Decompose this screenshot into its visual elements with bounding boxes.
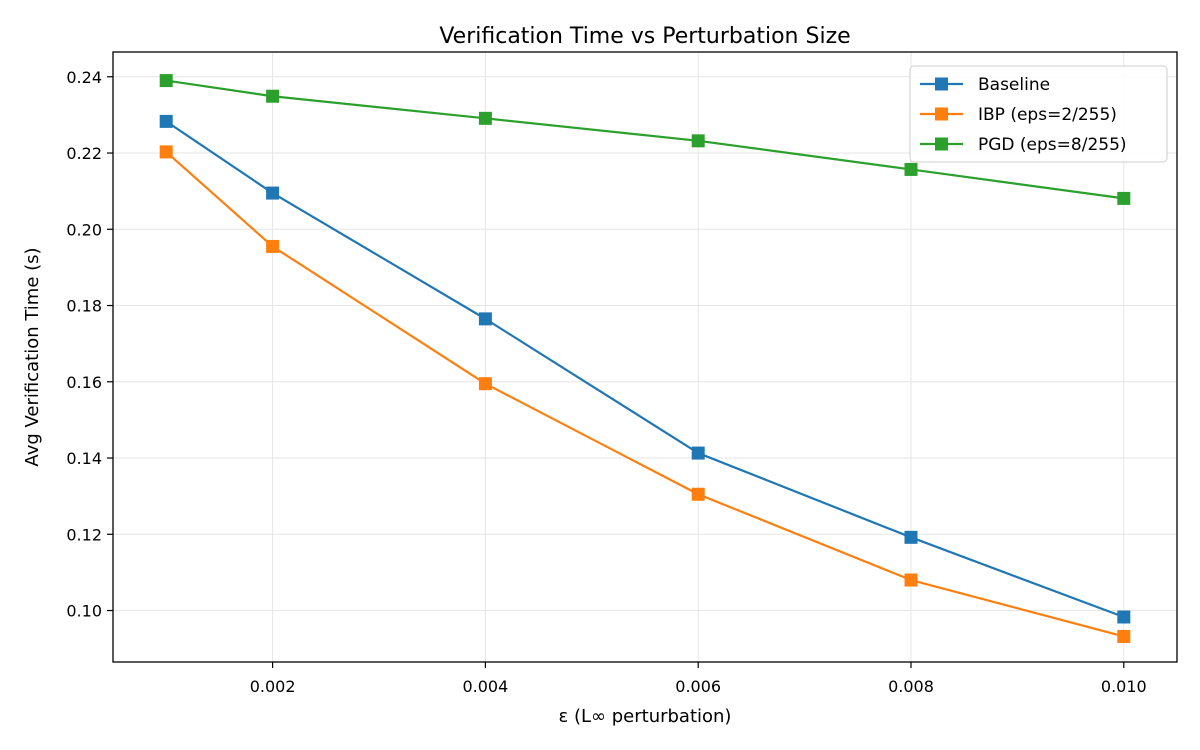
series-line [166,79,1124,200]
series-2 [159,74,1131,205]
y-tick-label: 0.18 [66,297,102,316]
y-tick-label: 0.14 [66,449,102,468]
data-point-marker [1117,629,1131,643]
y-tick-label: 0.24 [66,68,102,87]
y-tick-label: 0.10 [66,602,102,621]
series-group [159,74,1131,643]
data-point-marker [691,134,705,148]
data-point-marker [478,377,492,391]
y-tick-label: 0.22 [66,144,102,163]
series-0 [159,114,1131,624]
legend-label: PGD (eps=8/255) [978,135,1127,155]
x-tick-label: 0.006 [675,677,721,696]
data-point-marker [1117,191,1131,205]
y-tick-label: 0.16 [66,373,102,392]
legend-item: IBP (eps=2/255) [920,105,1117,125]
x-tick-label: 0.008 [888,677,934,696]
data-point-marker [904,162,918,176]
y-axis-label: Avg Verification Time (s) [22,247,43,466]
chart-title: Verification Time vs Perturbation Size [439,24,850,49]
legend-marker [935,77,948,91]
data-point-marker [904,530,918,544]
legend: Baseline IBP (eps=2/255) PGD (eps=8/255) [909,65,1168,163]
y-tick-label: 0.12 [66,525,102,544]
x-tick-label: 0.010 [1101,677,1147,696]
data-point-marker [159,145,173,159]
series-line [165,120,1125,619]
axis-ticks: 0.002 0.004 0.006 0.008 0.010 0.10 0.12 0.14 0.1… [66,68,1146,696]
x-tick-label: 0.002 [250,677,296,696]
legend-marker [935,107,948,121]
legend-item: Baseline [920,75,1050,95]
grid-lines [113,52,1177,662]
legend-marker [935,137,948,151]
legend-box [909,65,1168,163]
legend-label: IBP (eps=2/255) [978,105,1117,125]
series-1 [159,145,1131,643]
series-line [165,151,1125,638]
data-point-marker [691,487,705,501]
legend-label: Baseline [978,75,1050,95]
data-point-marker [478,111,492,125]
data-point-marker [159,74,173,88]
data-point-marker [266,239,280,253]
plot-frame [112,51,1178,663]
data-point-marker [691,446,705,460]
legend-item: PGD (eps=8/255) [920,135,1127,155]
data-point-marker [1117,610,1131,624]
data-point-marker [478,312,492,326]
y-tick-label: 0.20 [66,220,102,239]
data-point-marker [266,186,280,200]
x-tick-label: 0.004 [462,677,508,696]
data-point-marker [904,573,918,587]
x-axis-label: ε (L∞ perturbation) [559,706,732,727]
data-point-marker [266,89,280,103]
data-point-marker [159,114,173,128]
